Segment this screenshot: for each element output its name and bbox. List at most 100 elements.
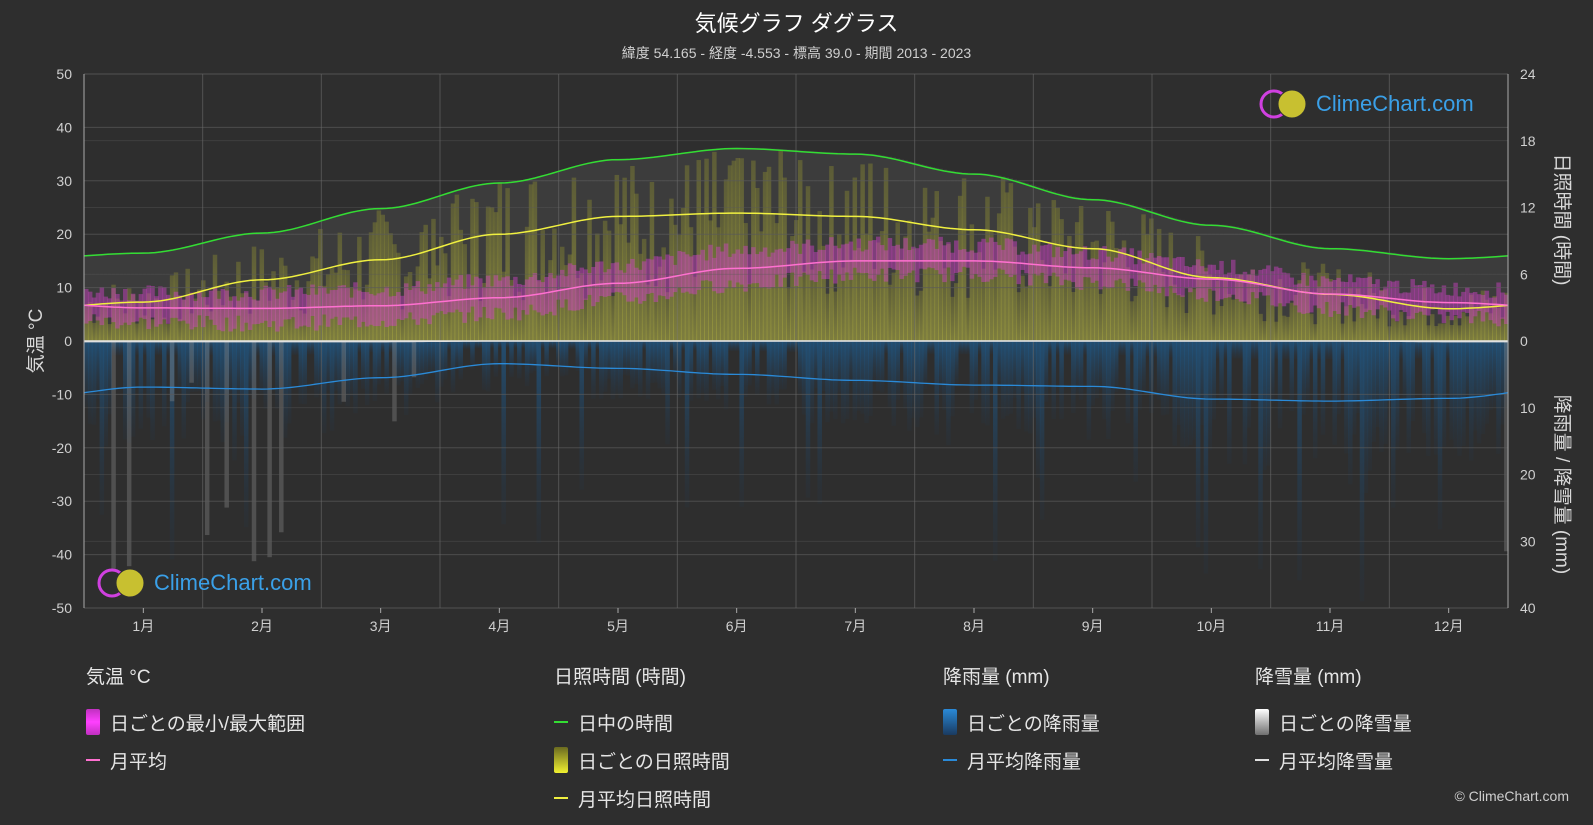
climechart-logo-bottom[interactable]: ClimeChart.com: [96, 567, 312, 599]
temp-range-day-bar: [204, 297, 210, 316]
rain-day-bar: [700, 341, 705, 394]
rain-day-bar: [400, 341, 405, 382]
daylight-day-bar: [1406, 254, 1412, 341]
sunshine-day-bar: [1231, 299, 1236, 341]
rain-day-bar: [150, 341, 155, 441]
temp-range-day-bar: [1000, 249, 1006, 270]
temp-range-day-bar: [1059, 257, 1064, 286]
daylight-day-bar: [1429, 256, 1435, 341]
sunshine-day-bar: [1180, 295, 1185, 341]
daylight-day-bar: [1129, 204, 1135, 341]
sunshine-day-bar: [435, 265, 440, 341]
climechart-logo-text: ClimeChart.com: [154, 570, 312, 595]
temp-range-day-bar: [298, 287, 304, 327]
daylight-day-bar: [653, 156, 659, 341]
daylight-day-bar: [1133, 205, 1138, 341]
rain-day-bar: [1449, 341, 1454, 440]
rain-day-bar: [926, 341, 932, 354]
sunshine-day-bar: [1219, 306, 1224, 341]
daylight-day-bar: [872, 154, 877, 341]
sunshine-day-bar: [431, 218, 436, 341]
rain-day-bar: [774, 341, 780, 405]
temp-range-day-bar: [189, 292, 194, 330]
rain-day-bar: [142, 341, 148, 355]
sunshine-day-bar: [969, 224, 975, 341]
temp-range-day-bar: [310, 284, 315, 316]
temp-range-day-bar: [318, 286, 323, 326]
temp-range-day-bar: [950, 252, 955, 282]
temp-range-day-bar: [134, 300, 140, 322]
temp-range-day-bar: [115, 293, 120, 329]
daylight-day-bar: [87, 254, 93, 341]
temp-range-day-bar: [833, 245, 838, 284]
rain-day-bar: [91, 341, 97, 425]
temp-range-day-bar: [883, 250, 889, 282]
sunshine-day-bar: [973, 261, 979, 341]
sunshine-day-bar: [1340, 323, 1345, 341]
series-line-4: [84, 340, 1508, 343]
sunshine-day-bar: [571, 177, 577, 341]
daylight-day-bar: [103, 253, 109, 341]
rain-day-bar: [154, 341, 159, 355]
sunshine-day-bar: [349, 287, 354, 341]
rain-day-bar: [743, 341, 748, 398]
legend-label: 日ごとの降雨量: [967, 713, 1100, 735]
temp-range-day-bar: [708, 244, 713, 282]
sunshine-day-bar: [1039, 259, 1045, 341]
temp-range-day-bar: [946, 242, 951, 268]
temp-range-day-bar: [852, 250, 858, 268]
temp-range-day-bar: [232, 296, 237, 329]
rain-day-bar: [497, 341, 503, 348]
legend-item-daylight: 日中の時間: [554, 703, 730, 741]
right-tick-label-rain: 40: [1520, 600, 1536, 616]
rain-day-bar: [392, 341, 397, 378]
rain-day-bar: [712, 341, 717, 390]
rain-day-bar: [1176, 341, 1181, 426]
sunshine-day-bar: [899, 259, 904, 341]
right-tick-label-sunshine: 18: [1520, 133, 1536, 149]
sunshine-day-bar: [310, 256, 315, 341]
sunshine-day-bar: [645, 284, 651, 341]
temp-range-day-bar: [684, 254, 690, 292]
rain-day-bar: [954, 341, 959, 386]
sunshine-day-bar: [329, 268, 335, 341]
sunshine-day-bar: [649, 181, 655, 341]
rain-day-bar: [423, 341, 428, 380]
sunshine-day-bar: [606, 230, 612, 341]
sunshine-day-bar: [770, 213, 776, 341]
temp-mean-swatch: [86, 759, 100, 761]
temp-range-day-bar: [1250, 269, 1256, 293]
sunshine-day-bar: [860, 164, 865, 341]
sunshine-day-bar: [844, 190, 850, 341]
sunshine-day-bar: [665, 292, 670, 341]
month-tick-label: 9月: [1082, 618, 1104, 634]
sunshine-day-bar: [563, 265, 569, 341]
rain-day-bar: [325, 341, 331, 391]
sunshine-day-bar: [177, 318, 183, 341]
temp-range-day-bar: [1110, 261, 1115, 288]
sunshine-day-bar: [575, 277, 581, 341]
sunshine-day-bar: [91, 322, 97, 341]
climechart-logo-top[interactable]: ClimeChart.com: [1258, 88, 1474, 120]
rain-day-bar: [1414, 341, 1419, 359]
legend-label: 月平均日照時間: [578, 789, 712, 811]
rain-day-bar: [1266, 341, 1271, 466]
rain-day-bar: [1242, 341, 1248, 465]
temp-range-day-bar: [875, 236, 881, 275]
sunshine-day-bar: [1051, 200, 1057, 341]
temp-range-day-bar: [610, 263, 616, 293]
rain-day-bar: [1254, 341, 1259, 359]
sunshine-day-bar: [1234, 277, 1240, 341]
sunshine-day-bar: [259, 249, 265, 341]
daylight-day-bar: [1191, 222, 1197, 341]
sunshine-day-bar: [162, 317, 167, 341]
snow-day-bar: [411, 341, 417, 378]
rain-day-bar: [130, 341, 136, 437]
temp-range-day-bar: [649, 259, 655, 293]
daylight-day-bar: [165, 250, 171, 341]
sunshine-day-bar: [1496, 307, 1501, 341]
temp-range-day-bar: [1149, 252, 1154, 292]
rain-day-bar: [883, 341, 889, 354]
temp-range-day-bar: [673, 264, 678, 293]
legend-temperature: 気温 °C 日ごとの最小/最大範囲 月平均: [86, 662, 305, 779]
